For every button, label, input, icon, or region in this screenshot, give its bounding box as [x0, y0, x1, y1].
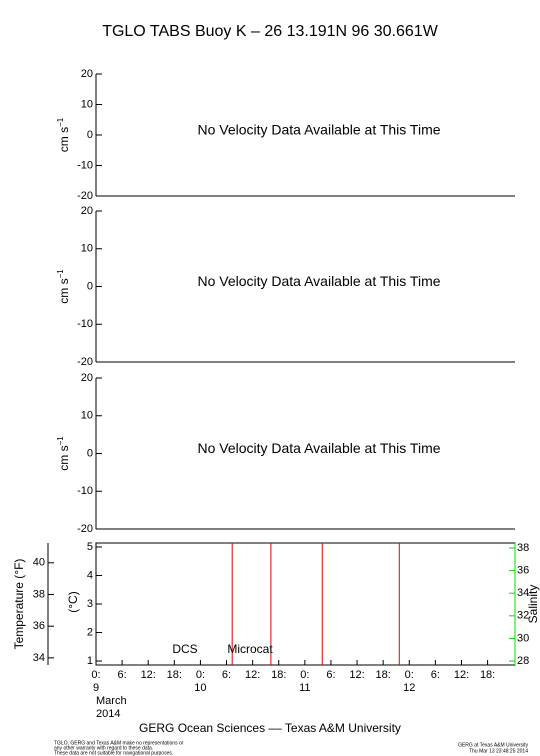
plot-frame: [95, 542, 516, 666]
y-axis-label-unit: cm s: [57, 278, 71, 303]
y-tick-label: 10: [81, 410, 93, 422]
x-tick-label: 12:: [141, 669, 156, 681]
y-tick-label: 20: [81, 205, 93, 217]
y3-tick-label: 34: [517, 587, 529, 599]
y2-tick-label: 40: [33, 557, 45, 569]
y-axis-label-unit: cm s: [57, 127, 71, 152]
y-tick-label: -10: [77, 159, 93, 171]
x-tick-label: 6:: [326, 669, 335, 681]
y-tick-label: -10: [77, 485, 93, 497]
y-tick-label: 2: [87, 626, 93, 638]
y-tick-label: 4: [87, 569, 93, 581]
y2-tick-label: 38: [33, 588, 45, 600]
y-axis-label-exp: −1: [56, 436, 65, 446]
y-axis-label: cm s−1: [56, 269, 71, 304]
y2-tick-label: 36: [33, 620, 45, 632]
y-axis-label-unit: cm s: [57, 445, 71, 470]
y-tick-label: 0: [87, 129, 93, 141]
x-tick-label: 12:: [454, 669, 469, 681]
y-tick-label: 10: [81, 243, 93, 255]
x-tick-label: 18:: [480, 669, 495, 681]
message: No Velocity Data Available at This Time: [197, 273, 440, 289]
footer: GERG Ocean Sciences –– Texas A&M Univers…: [139, 721, 401, 735]
y3-tick-label: 36: [517, 564, 529, 576]
disclaimer: These data are not suitable for navigati…: [54, 750, 173, 756]
disclaimer: TGLO, GERG and Texas A&M make no represe…: [54, 740, 184, 746]
y-tick-label: 0: [87, 280, 93, 292]
y-tick-label: 5: [87, 541, 93, 553]
x-tick-label: 0:: [196, 669, 205, 681]
y-tick-label: 3: [87, 598, 93, 610]
y-tick-label: 20: [81, 68, 93, 80]
x-year-label: 2014: [96, 708, 120, 720]
y-tick-label: 20: [81, 372, 93, 384]
y2-axis-label: Temperature (°F): [12, 559, 26, 650]
y-tick-label: 0: [87, 447, 93, 459]
x-tick-label: 18:: [271, 669, 286, 681]
y3-axis-label: Salinity: [526, 585, 540, 624]
x-tick-label: 12:: [349, 669, 364, 681]
x-tick-label: 6:: [222, 669, 231, 681]
x-tick-label: 18:: [167, 669, 182, 681]
x-day-label: 9: [93, 682, 99, 694]
y-tick-label: -20: [77, 356, 93, 368]
x-tick-label: 0:: [405, 669, 414, 681]
x-day-label: 11: [299, 682, 310, 694]
y-tick-label: -20: [77, 190, 93, 202]
legend-entry: Microcat: [227, 642, 273, 656]
y-tick-label: -20: [77, 523, 93, 535]
x-tick-label: 0:: [300, 669, 309, 681]
disclaimer: any other warranty with regard to these …: [54, 745, 153, 751]
x-month-label: March: [96, 695, 127, 707]
y-axis-label: (°C): [66, 591, 80, 612]
y-axis-label-exp: −1: [56, 117, 65, 127]
message: No Velocity Data Available at This Time: [197, 440, 440, 456]
credit: Thu Mar 13 23:48:25 2014: [469, 748, 528, 754]
y-tick-label: 10: [81, 98, 93, 110]
y-axis-label-exp: −1: [56, 269, 65, 279]
y3-tick-label: 28: [517, 655, 529, 667]
message: No Velocity Data Available at This Time: [197, 122, 440, 138]
legend-entry: DCS: [172, 642, 197, 656]
y-tick-label: -10: [77, 318, 93, 330]
x-tick-label: 6:: [431, 669, 440, 681]
x-day-label: 10: [194, 682, 206, 694]
y-axis-label: cm s−1: [56, 117, 71, 152]
x-tick-label: 18:: [376, 669, 391, 681]
x-tick-label: 12:: [245, 669, 260, 681]
x-day-label: 12: [403, 682, 415, 694]
chart-title: TGLO TABS Buoy K – 26 13.191N 96 30.661W: [102, 23, 439, 40]
y3-tick-label: 30: [517, 632, 529, 644]
x-tick-label: 0:: [91, 669, 100, 681]
y2-tick-label: 34: [33, 652, 45, 664]
y3-tick-label: 32: [517, 610, 529, 622]
x-tick-label: 6:: [118, 669, 127, 681]
y3-tick-label: 38: [517, 542, 529, 554]
y-tick-label: 1: [87, 655, 93, 667]
y-axis-label: cm s−1: [56, 436, 71, 471]
credit: GERG at Texas A&M University: [458, 742, 528, 748]
